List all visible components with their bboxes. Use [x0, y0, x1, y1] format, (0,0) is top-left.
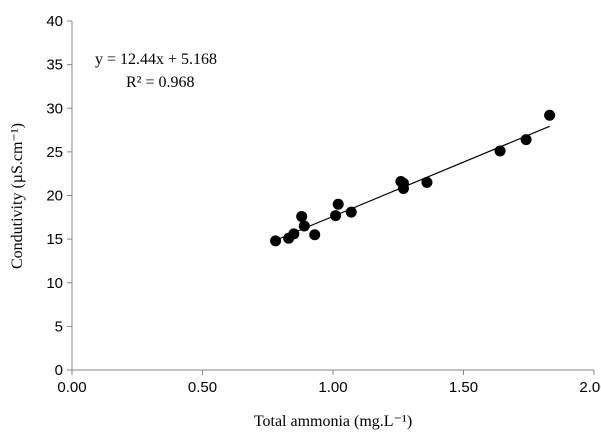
y-tick-label: 40	[46, 13, 63, 30]
trendline-equation: y = 12.44x + 5.168	[95, 51, 217, 68]
data-point	[397, 183, 409, 195]
data-points	[270, 109, 556, 247]
y-ticks: 0 5 10 15 20 25 30 35 40	[46, 13, 72, 379]
data-point	[494, 145, 506, 157]
x-tick-label: 0.00	[57, 379, 86, 396]
y-tick-label: 10	[46, 275, 63, 292]
y-tick-label: 0	[55, 362, 63, 379]
y-tick-label: 35	[46, 57, 63, 74]
data-point	[330, 210, 342, 222]
data-point	[298, 220, 310, 232]
data-point	[520, 134, 532, 146]
x-tick-label: 0.50	[188, 379, 217, 396]
trendline-r-squared: R² = 0.968	[126, 74, 195, 91]
y-axis-title: Condutivity (µS.cm⁻¹)	[9, 123, 26, 269]
x-axis-title: Total ammonia (mg.L⁻¹)	[254, 413, 412, 430]
data-point	[270, 235, 282, 247]
y-tick-label: 15	[46, 231, 63, 248]
data-point	[296, 210, 308, 222]
data-point	[345, 206, 357, 218]
trendline-group	[275, 125, 550, 241]
trendline	[275, 125, 550, 241]
data-point	[421, 176, 433, 188]
y-tick-label: 30	[46, 100, 63, 117]
x-tick-label: 2.00	[579, 379, 601, 396]
y-tick-label: 20	[46, 188, 63, 205]
data-point	[544, 109, 556, 121]
x-tick-label: 1.50	[449, 379, 478, 396]
data-point	[332, 198, 344, 210]
x-tick-label: 1.00	[318, 379, 347, 396]
y-tick-label: 5	[55, 318, 63, 335]
y-tick-label: 25	[46, 144, 63, 161]
x-ticks: 0.00 0.50 1.00 1.50 2.00	[57, 370, 601, 396]
data-point	[288, 228, 300, 240]
data-point	[309, 229, 321, 241]
